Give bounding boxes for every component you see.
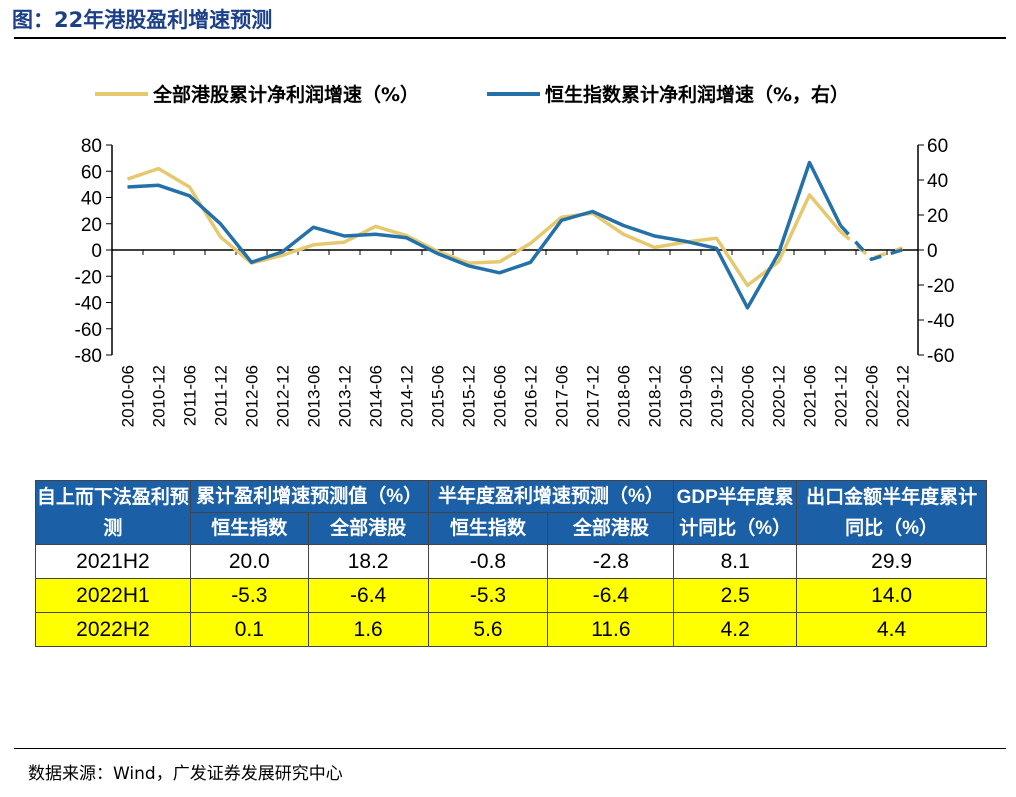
header-halfyear: 半年度盈利增速预测（%）: [427, 480, 675, 513]
cell-cum-all: 18.2: [307, 544, 429, 579]
left-tick-labels: -80 -60 -40 -20 0 20 40 60 80: [75, 136, 102, 367]
cell-cum-hs: -5.3: [189, 578, 309, 613]
subheader-half-hs: 恒生指数: [427, 512, 549, 545]
source-rule: [14, 748, 1006, 749]
cell-cum-hs: 20.0: [189, 544, 309, 579]
data-source: 数据来源：Wind，广发证券发展研究中心: [28, 764, 343, 784]
left-tick-label: 40: [81, 189, 102, 210]
x-tick-label: 2015-12: [460, 365, 479, 427]
subheader-cum-hs: 恒生指数: [189, 512, 309, 545]
table-row: 2021H2 20.0 18.2 -0.8 -2.8 8.1 29.9: [35, 544, 987, 579]
x-tick-label: 2010-12: [150, 365, 169, 427]
x-tick-label: 2013-06: [305, 365, 324, 427]
cell-half-hs: 5.6: [427, 612, 549, 647]
x-tick-label: 2016-12: [522, 365, 541, 427]
cell-export: 4.4: [796, 612, 987, 647]
cell-cum-hs: 0.1: [189, 612, 309, 647]
line-chart: 全部港股累计净利润增速（%） 恒生指数累计净利润增速（%，右） -80 -60 -4…: [75, 83, 955, 427]
x-tick-label: 2020-06: [739, 365, 758, 427]
legend-label-series2: 恒生指数累计净利润增速（%，右）: [545, 83, 849, 106]
x-tick-label: 2012-06: [243, 365, 262, 427]
right-tick-label: -60: [927, 346, 954, 367]
x-tick-label: 2018-12: [646, 365, 665, 427]
x-tick-label: 2014-12: [398, 365, 417, 427]
table-row: 2022H1 -5.3 -6.4 -5.3 -6.4 2.5 14.0: [35, 578, 987, 613]
x-tick-label: 2022-06: [863, 365, 882, 427]
x-tick-label: 2014-06: [367, 365, 386, 427]
series-line-1: [126, 166, 842, 288]
right-tick-label: -40: [927, 311, 954, 332]
x-tick-label: 2021-06: [801, 365, 820, 427]
cell-half-all: -2.8: [547, 544, 675, 579]
cell-period: 2021H2: [35, 544, 191, 579]
cell-cum-all: -6.4: [307, 578, 429, 613]
legend: 全部港股累计净利润增速（%） 恒生指数累计净利润增速（%，右）: [95, 83, 849, 106]
right-tick-label: 20: [927, 206, 948, 227]
right-tick-label: 60: [927, 136, 948, 157]
series-line-2: [127, 160, 843, 310]
axes: [106, 144, 924, 356]
left-tick-label: -40: [75, 294, 102, 315]
x-tick-label: 2012-12: [274, 365, 293, 427]
header-method: 自上而下法盈利预测: [35, 480, 191, 545]
left-tick-label: -60: [75, 320, 102, 341]
x-tick-label: 2018-06: [615, 365, 634, 427]
header-gdp: GDP半年度累计同比（%）: [673, 480, 798, 545]
cell-export: 14.0: [796, 578, 987, 613]
series-lines: [126, 160, 904, 310]
cell-half-hs: -5.3: [427, 578, 549, 613]
header-export: 出口金额半年度累计同比（%）: [796, 480, 987, 545]
cell-half-hs: -0.8: [427, 544, 549, 579]
x-tick-label: 2017-06: [553, 365, 572, 427]
right-tick-labels: -60 -40 -20 0 20 40 60: [927, 136, 954, 367]
left-tick-label: 80: [81, 136, 102, 157]
figure-title: 图：22年港股盈利增速预测: [12, 8, 273, 32]
x-tick-label: 2015-06: [429, 365, 448, 427]
forecast-table: 自上而下法盈利预测 累计盈利增速预测值（%） 半年度盈利增速预测（%） GDP半…: [35, 480, 987, 647]
right-tick-label: -20: [927, 276, 954, 297]
cell-gdp: 4.2: [673, 612, 798, 647]
x-tick-label: 2010-06: [119, 365, 138, 427]
header-cumulative: 累计盈利增速预测值（%）: [189, 480, 429, 513]
subheader-cum-all: 全部港股: [307, 512, 429, 545]
x-tick-label: 2022-12: [894, 365, 913, 427]
cell-period: 2022H1: [35, 578, 191, 613]
right-tick-label: 0: [927, 241, 938, 262]
left-tick-label: -80: [75, 346, 102, 367]
x-tick-label: 2011-06: [181, 365, 200, 426]
cell-gdp: 2.5: [673, 578, 798, 613]
legend-label-series1: 全部港股累计净利润增速（%）: [152, 83, 419, 106]
cell-half-all: 11.6: [547, 612, 675, 647]
cell-half-all: -6.4: [547, 578, 675, 613]
x-tick-label: 2019-06: [677, 365, 696, 427]
series-forecast-2: [839, 224, 904, 262]
left-tick-label: 0: [91, 241, 102, 262]
x-tick-label: 2017-12: [584, 365, 603, 427]
x-tick-labels: 2010-06 2010-12 2011-06 2011-12 2012-06 2012-…: [119, 365, 913, 427]
table-row: 2022H2 0.1 1.6 5.6 11.6 4.2 4.4: [35, 612, 987, 647]
cell-gdp: 8.1: [673, 544, 798, 579]
left-tick-label: 20: [81, 215, 102, 236]
x-tick-label: 2011-12: [212, 365, 231, 426]
cell-export: 29.9: [796, 544, 987, 579]
title-rule: [14, 37, 1006, 39]
x-tick-label: 2019-12: [708, 365, 727, 427]
x-tick-label: 2020-12: [770, 365, 789, 427]
cell-period: 2022H2: [35, 612, 191, 647]
left-tick-label: 60: [81, 162, 102, 183]
x-tick-label: 2013-12: [336, 365, 355, 427]
x-tick-label: 2016-06: [491, 365, 510, 427]
x-tick-label: 2021-12: [832, 365, 851, 427]
subheader-half-all: 全部港股: [547, 512, 675, 545]
cell-cum-all: 1.6: [307, 612, 429, 647]
right-tick-label: 40: [927, 171, 948, 192]
left-tick-label: -20: [75, 267, 102, 288]
